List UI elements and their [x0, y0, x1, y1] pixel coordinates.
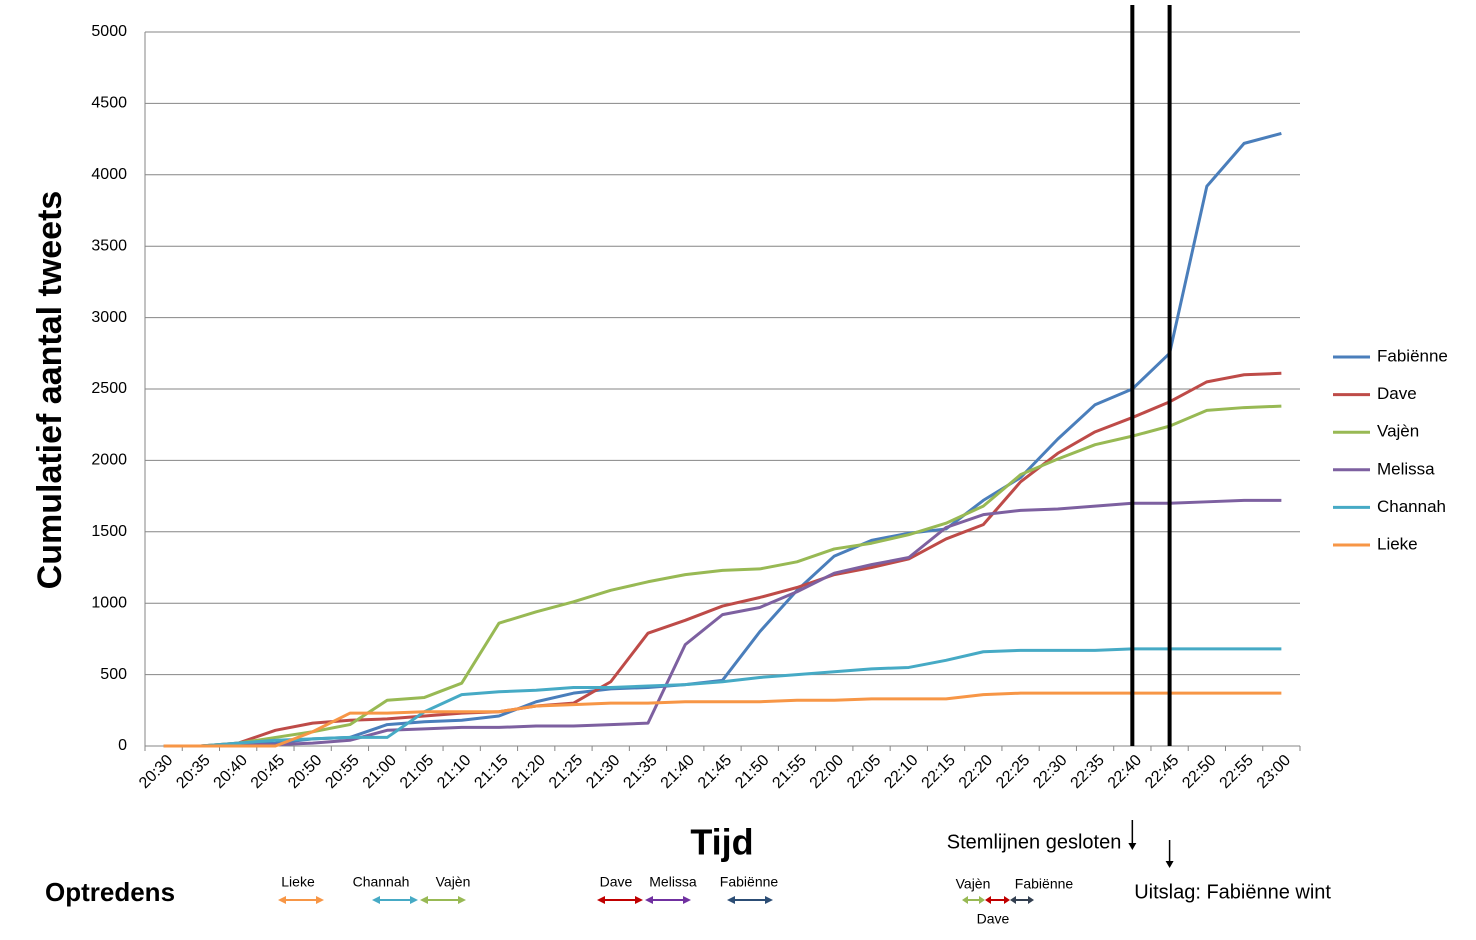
performances-title: Optredens — [45, 877, 175, 907]
y-tick-label: 4500 — [91, 95, 127, 112]
x-tick-label: 22:10 — [881, 752, 921, 792]
performance-label: Dave — [977, 911, 1010, 927]
arrow-head — [316, 896, 324, 904]
x-tick-label: 21:45 — [695, 752, 735, 792]
x-tick-label: 20:30 — [136, 752, 176, 792]
legend-label: Lieke — [1377, 534, 1418, 553]
series-line — [163, 404, 1282, 748]
x-tick-label: 21:40 — [658, 752, 698, 792]
arrow-head — [597, 896, 605, 904]
y-tick-label: 0 — [118, 737, 127, 754]
y-axis-title: Cumulatief aantal tweets — [31, 191, 69, 590]
performance-label: Melissa — [649, 874, 697, 890]
arrow-head — [1004, 896, 1010, 904]
arrow-head — [979, 896, 985, 904]
series-line — [163, 647, 1282, 748]
y-tick-label: 1500 — [91, 523, 127, 540]
x-tick-label: 21:55 — [769, 752, 809, 792]
performance-label: Fabiënne — [1015, 876, 1074, 892]
arrow-head — [278, 896, 286, 904]
x-axis-title: Tijd — [690, 822, 753, 863]
x-tick-label: 23:00 — [1254, 752, 1294, 792]
performance-label: Vajèn — [436, 874, 471, 890]
series-line — [163, 498, 1282, 748]
x-tick-label: 22:20 — [956, 752, 996, 792]
arrow-head — [635, 896, 643, 904]
x-tick-label: 21:00 — [360, 752, 400, 792]
x-tick-label: 21:20 — [509, 752, 549, 792]
x-tick-label: 21:30 — [583, 752, 623, 792]
y-tick-label: 3000 — [91, 309, 127, 326]
x-tick-label: 22:35 — [1068, 752, 1108, 792]
performance-label: Lieke — [281, 874, 315, 890]
arrow-head — [410, 896, 418, 904]
y-tick-label: 3500 — [91, 237, 127, 254]
annotation: Uitslag: Fabiënne wint — [1134, 881, 1331, 903]
arrow-head — [1165, 861, 1174, 868]
arrow-head — [372, 896, 380, 904]
arrow-head — [683, 896, 691, 904]
x-tick-label: 20:45 — [248, 752, 288, 792]
legend-label: Melissa — [1377, 459, 1435, 478]
performance-label: Fabiënne — [720, 874, 779, 890]
x-tick-label: 22:05 — [844, 752, 884, 792]
x-tick-label: 20:40 — [211, 752, 251, 792]
x-tick-label: 21:15 — [471, 752, 511, 792]
x-tick-label: 20:50 — [285, 752, 325, 792]
arrow-head — [765, 896, 773, 904]
x-tick-label: 21:10 — [434, 752, 474, 792]
y-tick-label: 4000 — [91, 166, 127, 183]
arrow-head — [1010, 896, 1016, 904]
annotation: Stemlijnen gesloten — [947, 831, 1122, 853]
legend-label: Fabiënne — [1377, 346, 1448, 365]
y-tick-label: 2000 — [91, 452, 127, 469]
arrow-head — [458, 896, 466, 904]
x-tick-label: 22:45 — [1142, 752, 1182, 792]
series-line — [163, 691, 1282, 748]
x-tick-label: 22:15 — [919, 752, 959, 792]
legend-label: Channah — [1377, 497, 1446, 516]
arrow-head — [1028, 896, 1034, 904]
x-tick-label: 20:55 — [322, 752, 362, 792]
x-tick-label: 22:40 — [1105, 752, 1145, 792]
y-tick-label: 5000 — [91, 23, 127, 40]
x-tick-label: 22:25 — [993, 752, 1033, 792]
x-tick-label: 21:35 — [620, 752, 660, 792]
x-tick-label: 21:25 — [546, 752, 586, 792]
series-line — [163, 371, 1282, 748]
arrow-head — [727, 896, 735, 904]
legend-label: Vajèn — [1377, 422, 1419, 441]
y-tick-label: 1000 — [91, 594, 127, 611]
x-tick-label: 20:35 — [173, 752, 213, 792]
arrow-head — [1128, 843, 1137, 850]
arrow-head — [645, 896, 653, 904]
y-tick-label: 2500 — [91, 380, 127, 397]
x-tick-label: 21:05 — [397, 752, 437, 792]
arrow-head — [420, 896, 428, 904]
performance-label: Vajèn — [956, 876, 991, 892]
x-tick-label: 22:50 — [1179, 752, 1219, 792]
arrow-head — [962, 896, 968, 904]
x-tick-label: 22:55 — [1217, 752, 1257, 792]
x-tick-label: 22:30 — [1030, 752, 1070, 792]
x-tick-label: 22:00 — [807, 752, 847, 792]
x-tick-label: 21:50 — [732, 752, 772, 792]
arrow-head — [985, 896, 991, 904]
legend-label: Dave — [1377, 384, 1417, 403]
performance-label: Dave — [600, 874, 633, 890]
y-tick-label: 500 — [100, 666, 127, 683]
performance-label: Channah — [353, 874, 410, 890]
